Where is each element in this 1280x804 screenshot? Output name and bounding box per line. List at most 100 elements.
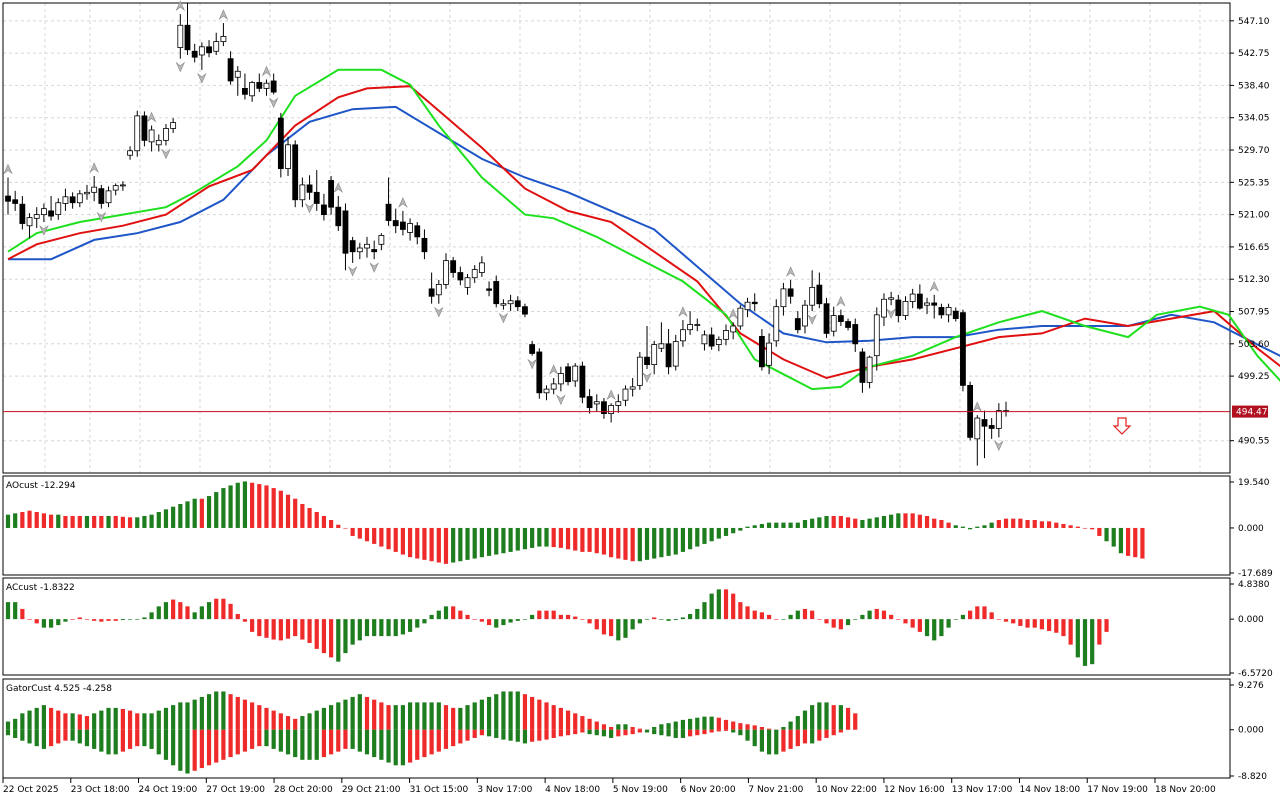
ao-bar [278, 490, 283, 528]
candle [198, 42, 205, 70]
fractal-up-icon [548, 364, 559, 375]
gator-upper-bar [350, 696, 355, 730]
ao-bar [1133, 527, 1138, 558]
gator-lower-bar [637, 729, 642, 733]
ac-bar [458, 610, 463, 620]
ac-bar [501, 619, 506, 626]
ac-bar [738, 602, 743, 620]
candle [443, 253, 449, 289]
ao-bar [314, 512, 319, 528]
candle-body-up [263, 82, 270, 89]
ao-bar [695, 527, 700, 547]
candle-body-up [213, 41, 220, 52]
ac-bar [70, 619, 75, 620]
ac-bar [573, 616, 578, 620]
ac-bar [99, 619, 104, 622]
gator-upper-bar [77, 714, 82, 730]
candle-body-up [119, 184, 126, 187]
ac-bar [580, 619, 585, 620]
ao-bar [989, 522, 994, 528]
gator-upper-bar [415, 702, 420, 730]
gator-lower-bar [508, 729, 513, 741]
candle [76, 190, 83, 208]
candle-body-down [586, 396, 593, 409]
gator-upper-bar [838, 705, 843, 730]
candle [916, 284, 923, 310]
ac-bar [515, 619, 520, 621]
gator-lower-bar [221, 729, 226, 760]
gator-upper-bar [70, 713, 75, 730]
candlesticks [5, 3, 1009, 466]
candle-body-up [378, 235, 385, 245]
gator-upper-bar [379, 702, 384, 730]
ao-bar [616, 527, 621, 559]
candle [91, 176, 98, 202]
gator-upper-bar [271, 710, 276, 730]
candle [1003, 401, 1009, 417]
candle-body-down [292, 144, 299, 201]
gator-upper-bar [343, 699, 348, 730]
ac-bar [257, 619, 262, 637]
candle-body-down [823, 303, 830, 334]
candle [249, 80, 256, 102]
candle-body-down [306, 184, 313, 193]
ao-bar [601, 527, 607, 555]
candle [457, 266, 464, 286]
gator-lower-bar [494, 729, 499, 738]
fractal-down-icon [304, 202, 315, 214]
ao-bar [178, 504, 183, 528]
ao-bar [630, 527, 635, 562]
candle-body-down [141, 115, 148, 141]
gator-lower-bar [192, 729, 197, 771]
candle-body-down [837, 315, 844, 322]
ac-bar [810, 610, 815, 620]
ao-bar [393, 527, 398, 552]
gator-lower-bar [13, 729, 18, 738]
gator-lower-bar [171, 729, 176, 766]
gator-lower-bar [795, 729, 800, 747]
ac-bar [206, 602, 212, 620]
gator-lower-bar [135, 729, 140, 747]
ac-bar [336, 619, 341, 662]
candle [450, 256, 457, 278]
ao-bar [745, 526, 750, 528]
ac-bar [20, 608, 25, 620]
ao-bar [407, 527, 413, 558]
candle [615, 394, 622, 413]
ao-bar [968, 527, 973, 530]
gator-tick-label: -8.820 [1238, 772, 1267, 782]
candle-body-down [191, 50, 198, 58]
candle [421, 229, 428, 260]
gator-upper-bar [486, 696, 492, 730]
candle [378, 233, 385, 251]
ao-bar [702, 527, 707, 544]
ac-bar [293, 619, 298, 637]
candle [184, 3, 191, 55]
candle [952, 307, 959, 322]
ac-bar [939, 619, 944, 637]
gator-lower-bar [673, 729, 678, 738]
gator-upper-bar [544, 702, 549, 730]
gator-lower-bar [113, 729, 118, 755]
candle-body-up [84, 191, 90, 195]
candle [256, 73, 263, 93]
candle-body-up [651, 344, 658, 365]
candle [536, 348, 543, 399]
ac-bar [860, 614, 865, 620]
candle [48, 196, 54, 221]
candle-body-up [105, 190, 112, 204]
gator-lower-bar [84, 729, 90, 747]
ao-bar [623, 527, 628, 560]
ac-bar [896, 619, 901, 620]
candle [292, 140, 299, 208]
candle [694, 318, 701, 332]
candle-body-up [220, 36, 227, 43]
candle [464, 274, 471, 295]
fractal-up-icon [836, 295, 846, 307]
candle-body-up [888, 297, 895, 300]
gator-upper-bar [127, 710, 133, 730]
candle [680, 320, 686, 347]
ac-bar [716, 589, 721, 620]
candle-body-up [701, 334, 708, 345]
candle-body-down [328, 180, 335, 208]
